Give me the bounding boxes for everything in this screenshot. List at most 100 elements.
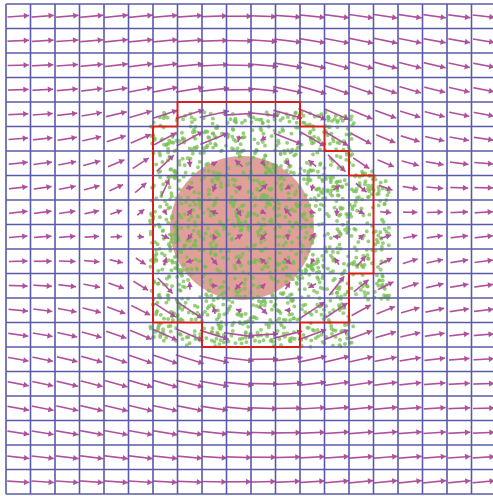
particle (173, 240, 178, 245)
vector-arrow (105, 355, 128, 364)
particle (197, 191, 201, 196)
vector-arrow (349, 108, 373, 120)
particle (206, 289, 211, 293)
particle (208, 242, 213, 246)
particle (263, 143, 267, 148)
vector-arrow (424, 331, 445, 338)
particle (226, 286, 231, 291)
vector-arrow (448, 38, 471, 45)
vector-arrow (324, 453, 350, 460)
particle (253, 243, 257, 247)
vector-arrow (423, 380, 446, 387)
particle (211, 145, 216, 150)
vector-arrow (374, 85, 398, 95)
particle (260, 121, 265, 125)
particle (349, 286, 354, 291)
particle (376, 283, 381, 288)
particle (383, 179, 388, 184)
particle (366, 239, 371, 244)
vector-arrow (398, 13, 422, 21)
vector-arrow (7, 356, 29, 364)
vector-arrow (324, 329, 350, 341)
vector-arrow (152, 354, 179, 365)
vector-arrow (356, 255, 367, 267)
vector-arrow (425, 135, 445, 143)
particle (157, 323, 161, 327)
particle (279, 323, 284, 327)
vector-arrow (448, 453, 471, 460)
vector-arrow (400, 330, 421, 338)
particle (301, 113, 306, 118)
vector-arrow (81, 110, 103, 117)
particle (233, 118, 238, 123)
particle (307, 131, 312, 136)
particle (148, 218, 152, 223)
vector-arrow (55, 455, 79, 461)
particle (244, 340, 249, 344)
particle (169, 216, 174, 221)
vector-arrow (58, 283, 77, 290)
vector-arrow (8, 332, 29, 339)
vector-arrow (448, 355, 470, 362)
vector-arrow (380, 209, 392, 216)
particle (233, 276, 237, 281)
particle (205, 143, 210, 148)
particle (386, 243, 391, 248)
vector-arrow (201, 478, 227, 485)
particle (304, 217, 308, 222)
particle (387, 293, 391, 298)
vector-arrow (176, 430, 203, 437)
particle (165, 202, 169, 207)
particle (258, 126, 263, 131)
particle (359, 206, 364, 211)
vector-arrow (273, 380, 303, 387)
vector-arrow (110, 233, 123, 240)
obstacle-boundary (152, 101, 375, 348)
particle (231, 177, 235, 182)
particle (343, 342, 347, 346)
vector-arrow (259, 159, 266, 167)
particle (286, 255, 291, 260)
particle (333, 328, 338, 333)
particle (315, 328, 320, 332)
vector-arrow (274, 38, 302, 45)
particle (325, 212, 329, 216)
particle (189, 317, 194, 322)
vector-arrow (128, 61, 153, 68)
vector-arrow (105, 330, 127, 340)
particle (266, 264, 270, 269)
vector-arrow (104, 61, 128, 68)
particle (220, 285, 225, 289)
vector-arrow (80, 429, 104, 437)
vector-arrow (8, 208, 28, 215)
vector-arrow (135, 257, 147, 266)
particle (240, 121, 244, 125)
vector-arrow (299, 429, 326, 436)
vector-arrow (448, 86, 470, 94)
vector-arrow (324, 131, 349, 147)
vector-arrow (323, 84, 350, 96)
particle (278, 291, 283, 296)
particle (363, 179, 368, 184)
particle (366, 291, 370, 295)
particle (316, 277, 321, 281)
particle (303, 302, 308, 307)
particle (292, 192, 297, 197)
vector-arrow (201, 454, 228, 461)
particle (277, 234, 282, 239)
particle (259, 328, 263, 332)
particle (281, 291, 286, 295)
particle (214, 243, 219, 248)
particle (230, 236, 234, 241)
particle (246, 324, 251, 329)
particle (234, 294, 239, 298)
particle (306, 264, 310, 269)
vector-arrow (472, 405, 493, 412)
vector-arrow (128, 37, 153, 44)
vector-arrow (8, 135, 29, 142)
particle (381, 241, 385, 246)
particle (186, 335, 191, 339)
particle (277, 213, 282, 218)
particle (217, 342, 222, 346)
vector-arrow (307, 159, 317, 168)
